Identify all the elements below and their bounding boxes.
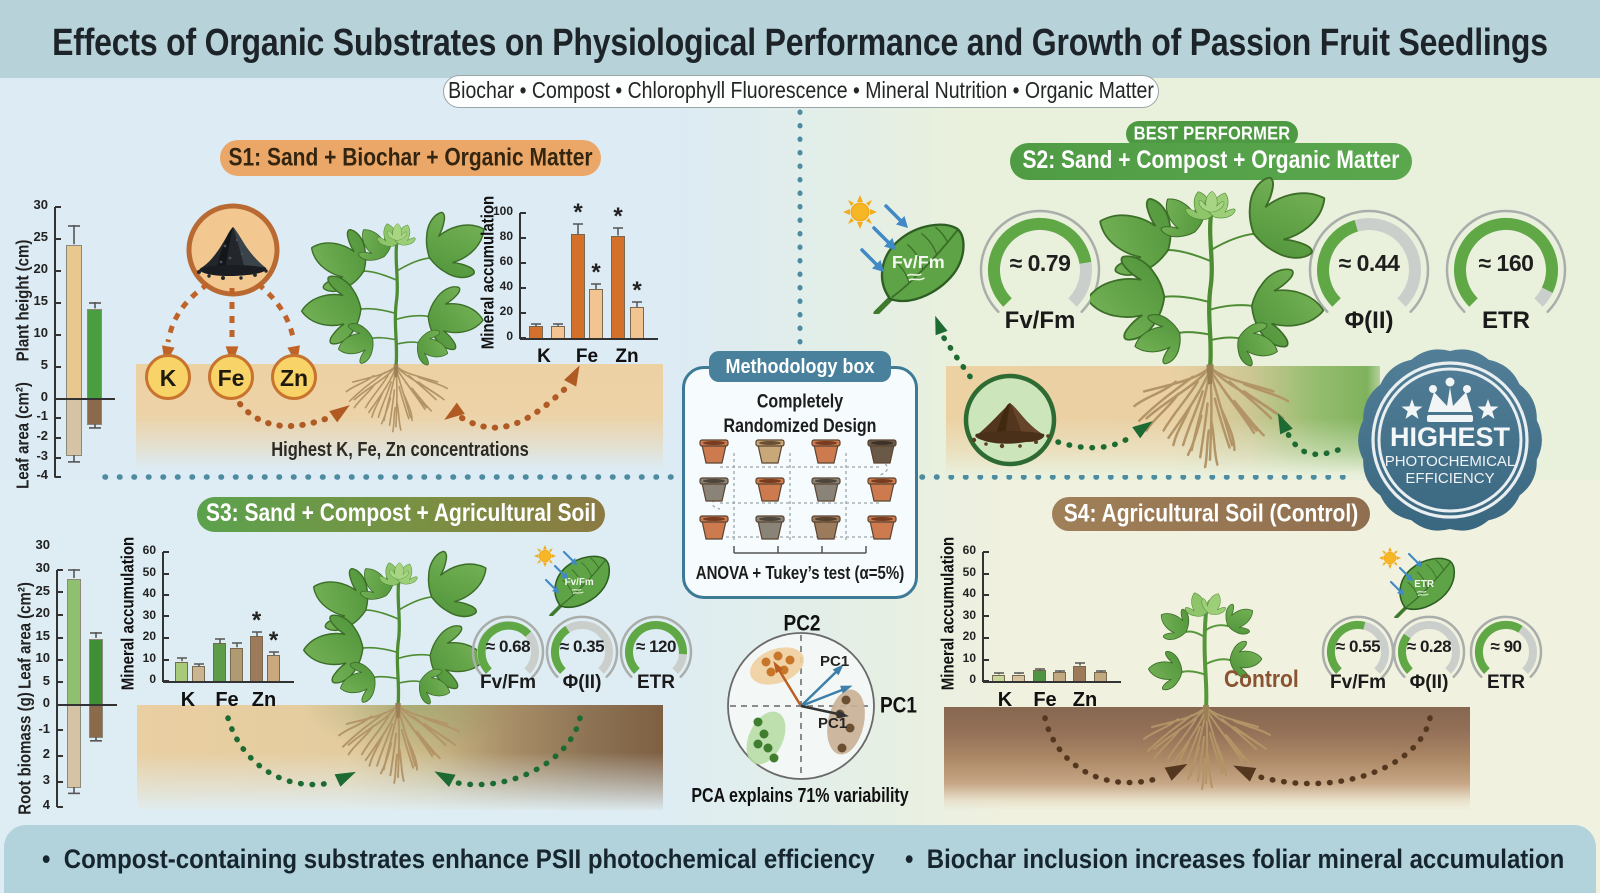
svg-text:EFFICIENCY: EFFICIENCY	[1405, 470, 1494, 487]
svg-text:Fv/Fm: Fv/Fm	[891, 252, 944, 272]
svg-text:Fv/Fm: Fv/Fm	[564, 577, 593, 588]
svg-text:ETR: ETR	[1414, 579, 1434, 590]
svg-text:PC1: PC1	[818, 715, 847, 732]
svg-text:HIGHEST: HIGHEST	[1390, 422, 1511, 452]
svg-text:PHOTOCHEMICAL: PHOTOCHEMICAL	[1385, 453, 1516, 470]
svg-text:PC1: PC1	[820, 653, 849, 670]
